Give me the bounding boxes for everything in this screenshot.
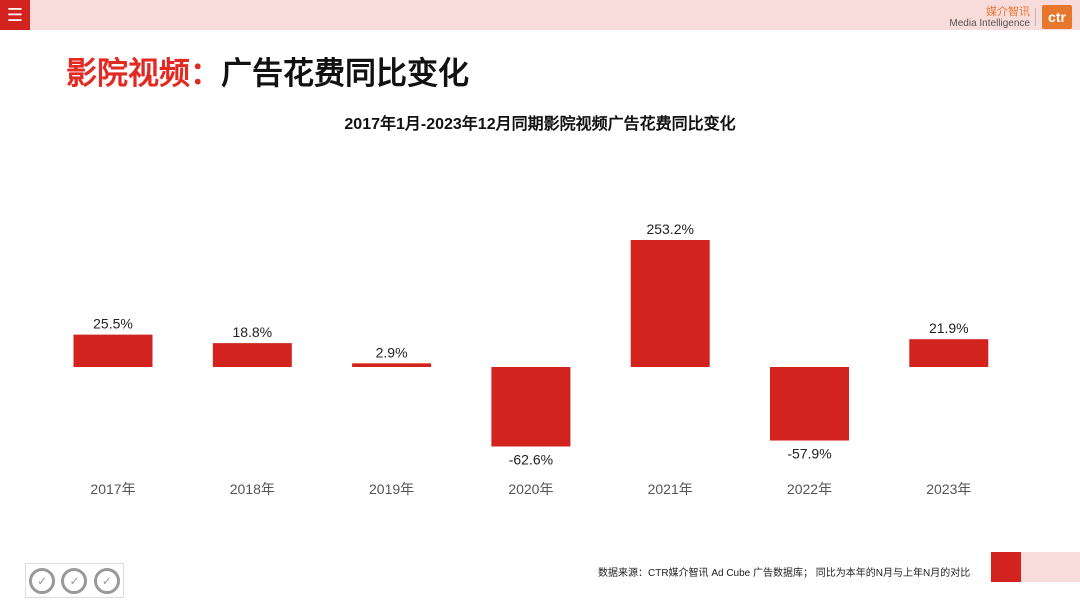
bar-2022年 xyxy=(770,367,849,441)
footer-red-block xyxy=(991,552,1021,582)
sgs-seal-icon: ✓ xyxy=(29,567,56,594)
hamburger-icon: ☰ xyxy=(6,5,24,25)
brand-en: Media Intelligence xyxy=(949,18,1030,29)
x-tick-label: 2021年 xyxy=(648,481,693,497)
ctr-logo: ctr xyxy=(1042,5,1072,29)
brand: 媒介智讯 Media Intelligence xyxy=(949,6,1030,30)
sgs-seal-icon: ✓ xyxy=(61,567,88,594)
menu-button[interactable]: ☰ xyxy=(0,0,30,30)
top-bar xyxy=(0,0,1080,30)
bar-2020年 xyxy=(491,367,571,447)
sgs-seal-icon: ✓ xyxy=(93,567,120,594)
x-tick-label: 2022年 xyxy=(787,481,832,497)
x-tick-label: 2019年 xyxy=(369,481,414,497)
sgs-certification: ✓ ✓ ✓ xyxy=(25,563,124,598)
data-label: 253.2% xyxy=(646,221,693,237)
data-label: 18.8% xyxy=(232,324,272,340)
x-tick-label: 2017年 xyxy=(90,481,135,497)
chart-title: 2017年1月-2023年12月同期影院视频广告花费同比变化 xyxy=(344,116,736,133)
page-title: 影院视频：广告花费同比变化 xyxy=(66,48,469,93)
data-label: 25.5% xyxy=(93,316,133,332)
data-label: -62.6% xyxy=(509,452,553,468)
source-note: 数据来源：CTR媒介智讯 Ad Cube 广告数据库； 同比为本年的N月与上年N… xyxy=(598,568,971,579)
title-part1: 影院视频： xyxy=(66,56,221,92)
x-tick-label: 2018年 xyxy=(230,481,275,497)
bar-2021年 xyxy=(630,240,710,367)
data-label: 2.9% xyxy=(376,344,408,360)
title-part2: 广告花费同比变化 xyxy=(221,56,469,92)
bar-2023年 xyxy=(909,339,989,367)
brand-divider xyxy=(1035,8,1036,26)
x-tick-label: 2020年 xyxy=(508,481,553,497)
bar-2018年 xyxy=(212,343,292,367)
x-tick-label: 2023年 xyxy=(926,481,971,497)
brand-cn: 媒介智讯 xyxy=(986,6,1030,18)
bar-2019年 xyxy=(352,363,432,367)
footer-pink-block xyxy=(1021,552,1080,582)
bar-2017年 xyxy=(73,334,153,367)
data-label: -57.9% xyxy=(787,446,831,462)
data-label: 21.9% xyxy=(929,320,969,336)
